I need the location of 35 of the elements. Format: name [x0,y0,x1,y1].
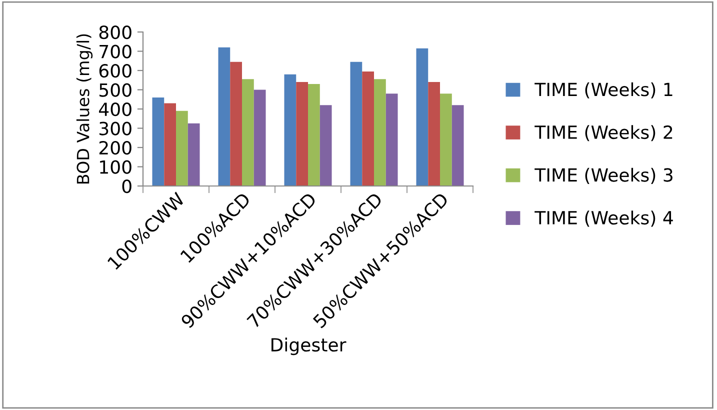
bar [386,94,398,186]
y-tick-label: 500 [100,83,132,97]
bar [164,103,176,186]
y-tick-label: 100 [100,160,132,174]
x-axis-title: Digester [272,338,346,356]
legend-label: TIME (Weeks) 2 [534,125,672,142]
bar [218,47,230,186]
y-tick-label: 800 [99,25,132,40]
legend-label: TIME (Weeks) 3 [534,168,672,184]
y-tick-label: 200 [99,140,132,155]
y-tick-label: 0 [122,179,132,194]
bar [230,62,242,186]
y-tick-label: 400 [99,102,132,116]
bar [176,110,188,186]
bar [320,105,332,186]
y-tick-label: 600 [99,64,132,78]
bar [254,90,266,186]
bar [428,82,440,186]
bar [440,94,452,186]
legend-label: TIME (Weeks) 1 [534,82,672,98]
bar [452,105,464,186]
bar [188,123,200,186]
legend-label: TIME (Weeks) 4 [534,210,673,227]
y-tick-label: 300 [99,122,132,136]
bar [362,71,374,186]
bar [308,84,320,186]
y-axis-title: BOD Values (mg/l) [76,34,93,184]
bar [374,79,386,186]
bar [350,62,362,186]
bar [416,48,428,186]
bar [152,97,164,186]
y-tick-label: 700 [100,44,132,58]
bar [284,74,296,186]
bar [242,79,254,186]
bar [296,82,308,186]
